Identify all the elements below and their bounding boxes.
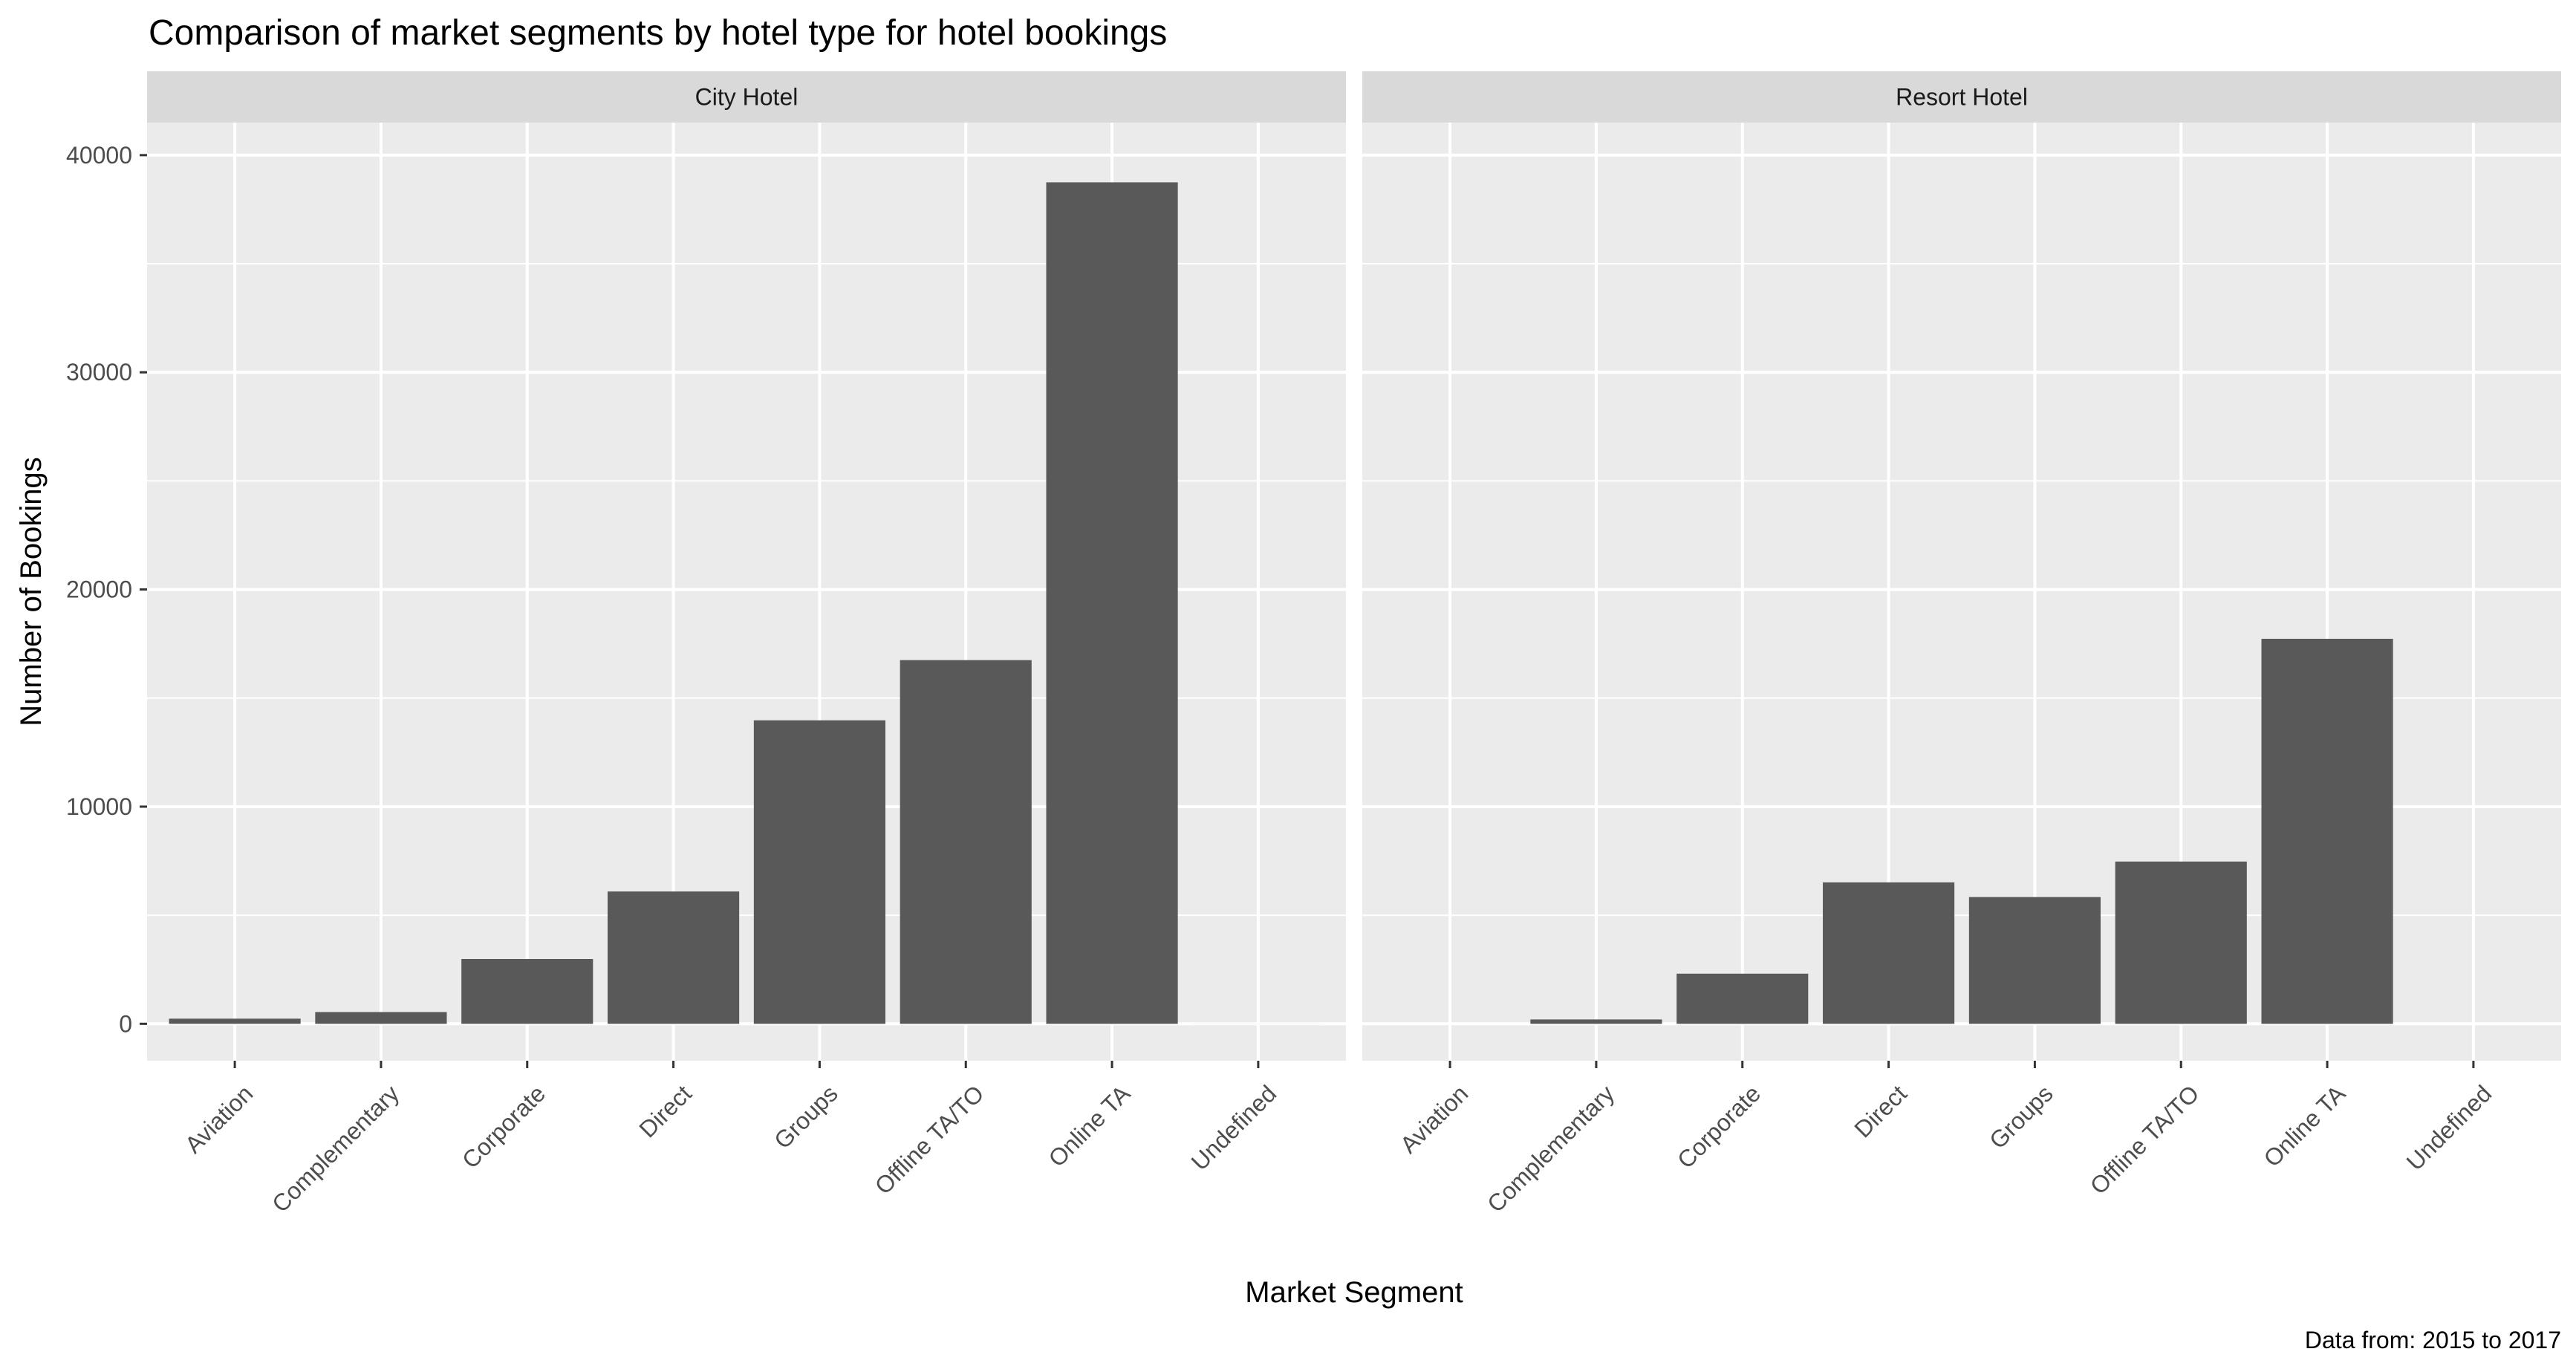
x-tick-label: Groups [1984,1080,2058,1154]
y-tick-label: 30000 [66,359,132,386]
bar [608,891,740,1024]
x-tick-label: Offline TA/TO [870,1080,989,1200]
x-tick-label: Aviation [180,1080,258,1159]
bar [1530,1019,1662,1024]
chart-title: Comparison of market segments by hotel t… [149,13,1167,53]
x-axis-title: Market Segment [1245,1276,1463,1309]
chart-caption: Data from: 2015 to 2017 [2305,1327,2561,1353]
x-tick-label: Undefined [1186,1080,1282,1176]
x-tick-label: Direct [634,1080,697,1143]
y-tick-label: 40000 [66,142,132,169]
x-tick-label: Online TA [1043,1079,1135,1171]
x-tick-label: Complementary [267,1080,404,1217]
facet-strip-label: City Hotel [695,84,799,111]
bar [2261,638,2393,1024]
facet-panel: City Hotel Aviation Complementary Corporate… [147,71,1346,1217]
y-tick-label: 10000 [66,793,132,820]
bar [1823,882,1955,1024]
x-tick-label: Direct [1849,1080,1912,1143]
facet-panel: Resort Hotel Aviation Complementary Corpora… [1362,71,2561,1217]
y-tick-label: 20000 [66,576,132,603]
bar [1676,973,1809,1024]
bar [315,1012,447,1024]
y-axis-title: Number of Bookings [15,457,48,726]
x-tick-label: Undefined [2401,1080,2497,1176]
x-tick-label: Complementary [1482,1080,1619,1217]
y-axis: 0 10000 20000 30000 40000 [66,142,147,1037]
bar [2115,861,2247,1024]
x-tick-label: Corporate [1672,1080,1766,1174]
facet-strip [1362,71,2561,123]
x-tick-label: Online TA [2258,1079,2350,1171]
bar [753,720,885,1024]
bar [900,660,1032,1024]
facet-strip-label: Resort Hotel [1896,84,2028,111]
x-tick-label: Aviation [1395,1080,1474,1159]
bar [1968,897,2101,1024]
x-tick-label: Corporate [457,1080,550,1174]
bar [461,958,593,1024]
facet-strip [147,71,1346,123]
bar [169,1018,301,1024]
y-tick-label: 0 [119,1010,132,1037]
x-tick-label: Offline TA/TO [2085,1080,2205,1200]
bar [1046,182,1178,1024]
x-tick-label: Groups [769,1080,843,1154]
